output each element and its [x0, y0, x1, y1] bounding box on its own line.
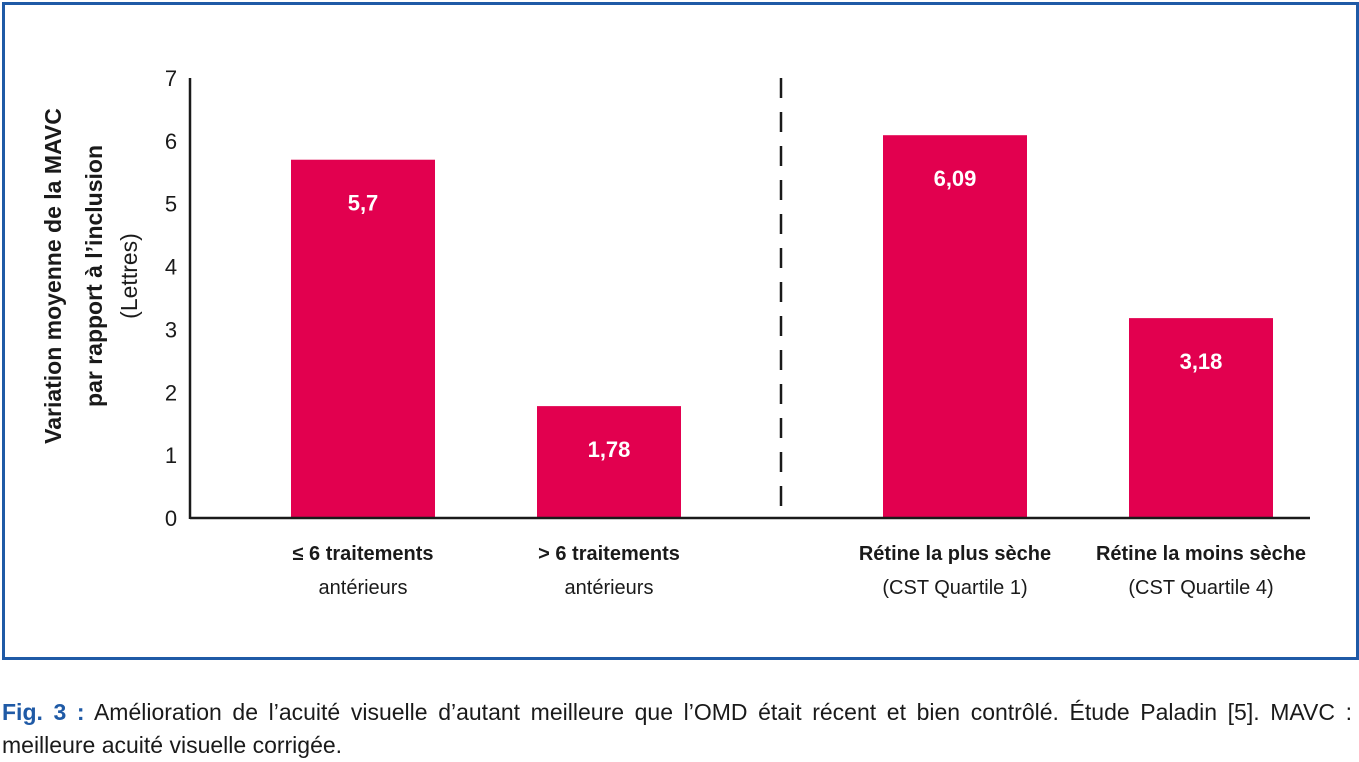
- bar: [1129, 318, 1273, 518]
- y-tick-label: 4: [165, 255, 177, 280]
- category-label-line2: (CST Quartile 4): [1128, 577, 1273, 599]
- y-tick-label: 0: [165, 506, 177, 531]
- bar: [291, 159, 435, 518]
- category-label-line1: Rétine la plus sèche: [859, 543, 1051, 565]
- y-axis-title-line1: Variation moyenne de la MAVC: [40, 108, 66, 444]
- category-label-line2: antérieurs: [565, 577, 654, 599]
- bar-chart: Variation moyenne de la MAVC par rapport…: [40, 66, 1310, 599]
- y-tick-label: 7: [165, 66, 177, 91]
- bar: [883, 135, 1027, 518]
- category-label-line2: (CST Quartile 1): [882, 577, 1027, 599]
- y-tick-label: 1: [165, 443, 177, 468]
- y-axis-title: Variation moyenne de la MAVC par rapport…: [40, 108, 142, 444]
- figure-frame: Variation moyenne de la MAVC par rapport…: [2, 2, 1359, 660]
- y-tick-label: 6: [165, 129, 177, 154]
- y-axis-title-line3: (Lettres): [116, 233, 142, 319]
- data-label: 3,18: [1180, 349, 1223, 374]
- caption-lead: Fig. 3 :: [2, 699, 85, 725]
- y-tick-label: 5: [165, 192, 177, 217]
- data-label: 1,78: [588, 437, 631, 462]
- y-tick-label: 2: [165, 380, 177, 405]
- figure-caption: Fig. 3 : Amélioration de l’acuité visuel…: [2, 696, 1352, 762]
- category-label-line1: > 6 traitements: [538, 543, 680, 565]
- category-label-line1: Rétine la moins sèche: [1096, 543, 1306, 565]
- category-label-line1: ≤ 6 traitements: [292, 543, 433, 565]
- bar: [537, 406, 681, 518]
- data-label: 5,7: [348, 191, 379, 216]
- y-axis-title-line2: par rapport à l’inclusion: [81, 145, 107, 407]
- bars: [291, 135, 1273, 518]
- category-labels: ≤ 6 traitements antérieurs > 6 traitements…: [292, 543, 1306, 599]
- category-label-line2: antérieurs: [319, 577, 408, 599]
- y-axis-ticks: 0 1 2 3 4 5 6 7: [165, 66, 177, 531]
- caption-text: Amélioration de l’acuité visuelle d’auta…: [2, 699, 1352, 758]
- data-label: 6,09: [934, 166, 977, 191]
- data-labels: 5,7 1,78 6,09 3,18: [348, 166, 1223, 462]
- y-tick-label: 3: [165, 317, 177, 342]
